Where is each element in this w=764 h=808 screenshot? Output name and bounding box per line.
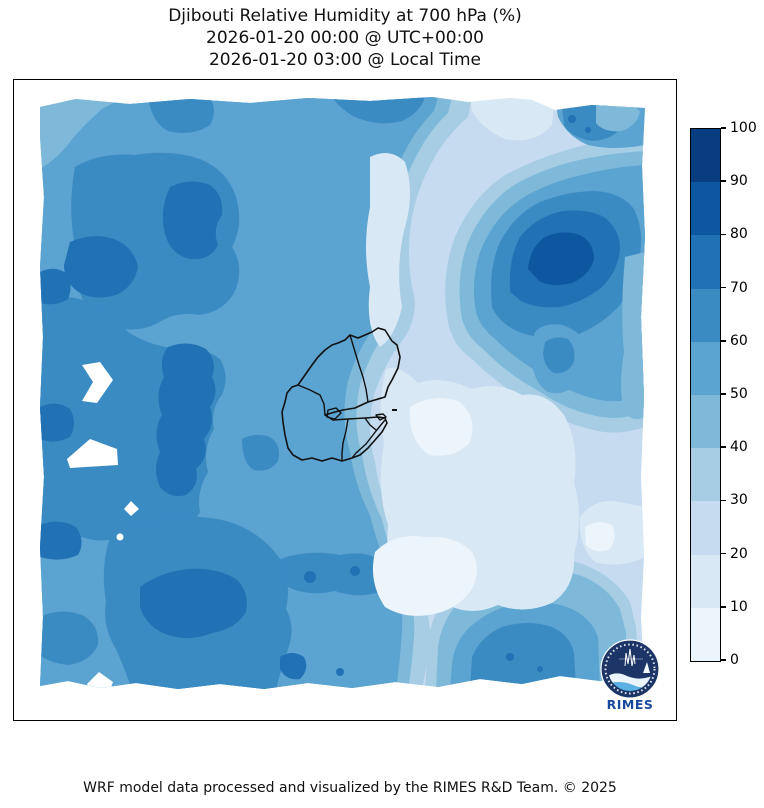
contour-fill-layers xyxy=(40,97,645,689)
figure-title-block: Djibouti Relative Humidity at 700 hPa (%… xyxy=(13,5,677,71)
colorbar-segment xyxy=(691,448,720,502)
colorbar-tick-mark xyxy=(721,340,726,342)
colorbar-tick-mark xyxy=(721,180,726,182)
colorbar-segment xyxy=(691,288,720,342)
colorbar-tick-label: 50 xyxy=(730,386,748,402)
colorbar-tick-mark xyxy=(721,659,726,661)
humidity-contour-map xyxy=(40,97,645,689)
title-line-variable: Djibouti Relative Humidity at 700 hPa (%… xyxy=(168,6,522,26)
colorbar-tick-label: 0 xyxy=(730,652,739,668)
colorbar-tick-mark xyxy=(721,446,726,448)
colorbar xyxy=(690,128,721,662)
footer-credit: WRF model data processed and visualized … xyxy=(83,780,617,796)
colorbar-tick-mark xyxy=(721,606,726,608)
colorbar-tick-label: 100 xyxy=(730,120,757,136)
colorbar-tick-label: 70 xyxy=(730,279,748,296)
logo-waves xyxy=(608,662,652,691)
title-line-utc: 2026-01-20 00:00 @ UTC+00:00 xyxy=(206,28,484,48)
colorbar-ticks xyxy=(721,127,727,661)
logo-seismograph-icon xyxy=(624,648,636,667)
colorbar-tick-label: 90 xyxy=(730,173,748,190)
colorbar-segment xyxy=(691,341,720,395)
title-line-local: 2026-01-20 03:00 @ Local Time xyxy=(208,50,482,70)
island-mark xyxy=(392,409,397,411)
colorbar-tick-label: 80 xyxy=(730,226,748,243)
colorbar-segment xyxy=(691,607,720,661)
colorbar-tick-mark xyxy=(721,286,726,289)
colorbar-segment xyxy=(691,554,720,608)
colorbar-tick-mark xyxy=(721,393,726,395)
colorbar-segment xyxy=(691,129,720,183)
djibouti-boundary-outline xyxy=(281,327,401,462)
rimes-logo: RIMES xyxy=(599,638,661,714)
colorbar-tick-label: 30 xyxy=(730,492,748,509)
colorbar-tick-mark xyxy=(721,127,726,129)
colorbar-tick-mark xyxy=(721,233,726,236)
colorbar-tick-label: 40 xyxy=(730,439,748,456)
colorbar-tick-label: 10 xyxy=(730,598,748,615)
logo-rim-text-ring xyxy=(604,643,656,695)
colorbar-tick-mark xyxy=(721,552,726,555)
colorbar-tick-label: 20 xyxy=(730,545,748,562)
colorbar-segment xyxy=(691,394,720,449)
colorbar-segment xyxy=(691,182,720,236)
rimes-logo-text: RIMES xyxy=(606,697,654,712)
rimes-logo-badge xyxy=(600,639,660,699)
colorbar-tick-label: 60 xyxy=(730,332,748,349)
map-axes-frame xyxy=(13,79,677,721)
colorbar-tick-mark xyxy=(721,499,726,502)
colorbar-segment xyxy=(691,235,720,289)
colorbar-segment xyxy=(691,501,720,555)
colorbar-labels: 0 10 20 30 40 50 60 70 80 90 100 xyxy=(730,121,764,667)
